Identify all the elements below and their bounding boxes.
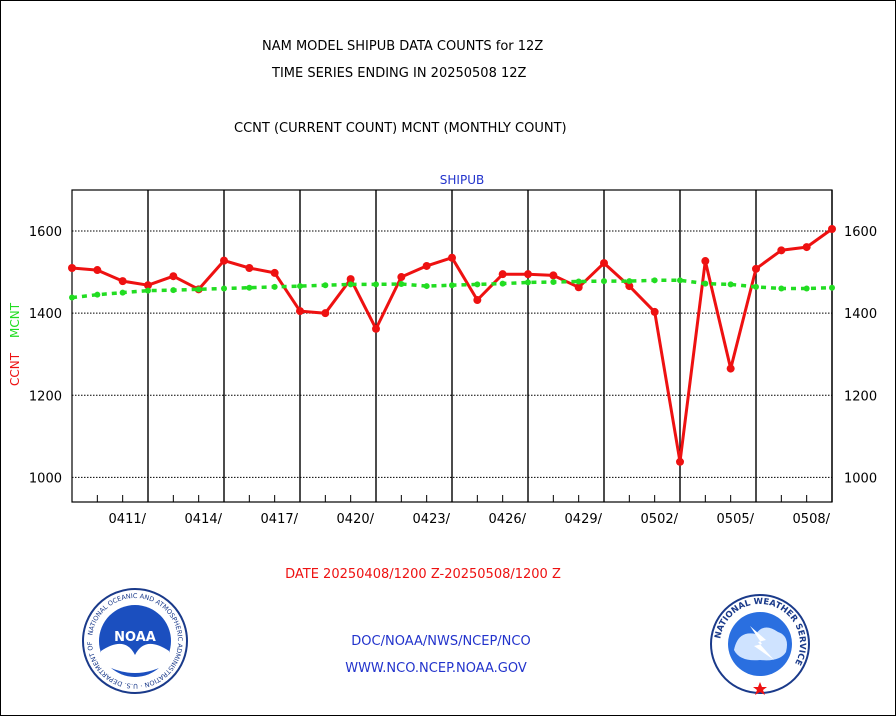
ccnt-point	[676, 457, 684, 466]
x-tick-label: 0508/	[793, 512, 831, 527]
mcnt-point	[271, 283, 278, 290]
x-tick-label: 0502/	[641, 512, 679, 527]
nws-star-icon	[753, 682, 767, 695]
y-tick-label-left: 1000	[29, 471, 62, 486]
ccnt-point	[828, 225, 836, 233]
mcnt-point	[246, 284, 253, 291]
ccnt-point	[144, 281, 152, 290]
mcnt-point	[601, 278, 607, 285]
y-tick-label-right: 1400	[844, 307, 877, 322]
mcnt-point	[525, 279, 531, 286]
mcnt-point	[398, 281, 405, 288]
ccnt-point	[296, 307, 304, 316]
chart-title-line3: CCNT (CURRENT COUNT) MCNT (MONTHLY COUNT…	[234, 121, 567, 136]
x-tick-label: 0426/	[489, 512, 527, 527]
ccnt-point	[346, 275, 355, 284]
ccnt-point	[245, 264, 254, 272]
mcnt-point	[449, 282, 455, 289]
y-tick-label-left: 1600	[29, 225, 62, 240]
mcnt-point	[626, 278, 633, 285]
ccnt-point	[68, 264, 76, 272]
mcnt-point	[221, 285, 227, 292]
ccnt-point	[701, 257, 710, 266]
x-tick-label: 0414/	[185, 512, 223, 527]
mcnt-point	[195, 286, 202, 293]
mcnt-point	[119, 289, 126, 296]
ccnt-point	[574, 283, 583, 292]
ccnt-point	[726, 364, 735, 373]
x-tick-label: 0411/	[109, 512, 147, 527]
mcnt-point	[778, 285, 785, 292]
mcnt-point	[803, 285, 810, 292]
ccnt-point	[321, 309, 330, 318]
footer-url: WWW.NCO.NCEP.NOAA.GOV	[345, 661, 527, 676]
noaa-logo-text: NOAA	[114, 630, 156, 645]
y-tick-label-right: 1600	[844, 225, 877, 240]
ccnt-point	[625, 282, 634, 291]
mcnt-point	[753, 283, 759, 290]
mcnt-point	[575, 278, 582, 285]
chart-title-line2: TIME SERIES ENDING IN 20250508 12Z	[272, 66, 527, 81]
chart-title-line1: NAM MODEL SHIPUB DATA COUNTS for 12Z	[262, 39, 544, 54]
ccnt-point	[220, 256, 228, 265]
mcnt-point	[69, 294, 75, 301]
date-range: DATE 20250408/1200 Z-20250508/1200 Z	[285, 567, 561, 582]
x-tick-label: 0417/	[261, 512, 299, 527]
chart-subtitle: SHIPUB	[440, 173, 484, 187]
ccnt-point	[802, 243, 811, 252]
noaa-logo: NATIONAL OCEANIC AND ATMOSPHERIC ADMINIS…	[82, 588, 188, 694]
x-tick-label: 0420/	[337, 512, 375, 527]
ccnt-point	[270, 268, 279, 277]
mcnt-point	[829, 284, 835, 291]
mcnt-point	[322, 282, 329, 289]
mcnt-point	[474, 281, 481, 288]
mcnt-point	[550, 278, 557, 285]
mcnt-point	[145, 287, 151, 294]
ccnt-point	[118, 277, 127, 286]
x-tick-label: 0423/	[413, 512, 451, 527]
ccnt-point	[473, 296, 482, 305]
ccnt-point	[777, 246, 786, 255]
x-tick-label: 0505/	[717, 512, 755, 527]
mcnt-point	[297, 283, 303, 290]
nws-lightning-bolt	[750, 626, 774, 660]
nws-logo: NATIONAL WEATHER SERVICE	[710, 594, 810, 695]
ccnt-point	[600, 259, 608, 268]
ccnt-point	[524, 270, 532, 279]
mcnt-point	[651, 277, 658, 284]
y-axis-label: CCNT MCNT	[8, 302, 22, 386]
ccnt-point	[498, 270, 507, 279]
ccnt-point	[650, 307, 659, 316]
mcnt-point	[423, 283, 430, 290]
noaa-gull-shape	[101, 643, 169, 673]
y-axis-label-mcnt: MCNT	[8, 302, 22, 338]
y-tick-label-right: 1200	[844, 389, 877, 404]
mcnt-point	[702, 280, 709, 287]
y-tick-label-right: 1000	[844, 471, 877, 486]
mcnt-point	[677, 277, 683, 284]
ccnt-point	[397, 273, 406, 282]
ccnt-point	[448, 253, 456, 262]
y-axis-label-ccnt: CCNT	[8, 352, 22, 386]
ccnt-point	[752, 264, 760, 273]
mcnt-point	[94, 291, 101, 298]
y-tick-label-left: 1200	[29, 389, 62, 404]
ccnt-point	[372, 324, 380, 333]
mcnt-point	[347, 281, 354, 288]
footer-org: DOC/NOAA/NWS/NCEP/NCO	[351, 634, 530, 649]
mcnt-point	[373, 281, 379, 288]
ccnt-point	[422, 261, 431, 270]
mcnt-point	[170, 287, 177, 294]
mcnt-point	[499, 280, 506, 287]
x-tick-label: 0429/	[565, 512, 603, 527]
mcnt-point	[727, 281, 734, 288]
y-tick-label-left: 1400	[29, 307, 62, 322]
ccnt-point	[93, 266, 102, 275]
ccnt-point	[549, 271, 558, 280]
ccnt-point	[169, 272, 178, 281]
